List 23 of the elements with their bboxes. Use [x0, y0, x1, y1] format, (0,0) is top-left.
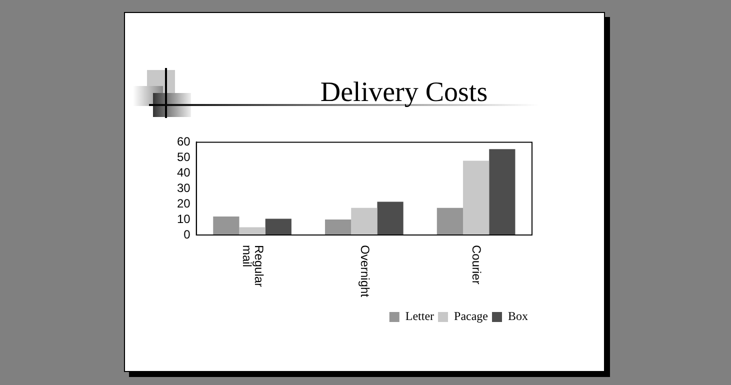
chart-title: Delivery Costs — [319, 77, 489, 109]
legend-label: Letter — [405, 309, 434, 324]
bar — [463, 160, 490, 235]
bar — [265, 218, 292, 235]
y-tick-label: 30 — [176, 180, 191, 195]
x-tick-label: Regular mail — [240, 245, 266, 288]
y-tick-label: 20 — [176, 196, 191, 210]
y-tick-label: 0 — [184, 227, 191, 242]
y-tick-label: 50 — [176, 150, 191, 164]
bar — [213, 216, 240, 235]
bar — [351, 208, 378, 235]
x-tick-label: Overnight — [358, 245, 372, 298]
bar — [436, 208, 464, 235]
bar — [239, 227, 266, 235]
y-tick-label: 10 — [176, 212, 191, 226]
x-tick-label: Courier — [470, 245, 484, 284]
y-tick-label: 40 — [176, 165, 191, 180]
y-tick-label: 60 — [176, 134, 191, 149]
bar — [325, 220, 352, 235]
bar — [377, 202, 404, 235]
legend-label: Box — [508, 309, 528, 324]
bar — [489, 149, 516, 235]
legend-label: Pacage — [454, 309, 488, 324]
